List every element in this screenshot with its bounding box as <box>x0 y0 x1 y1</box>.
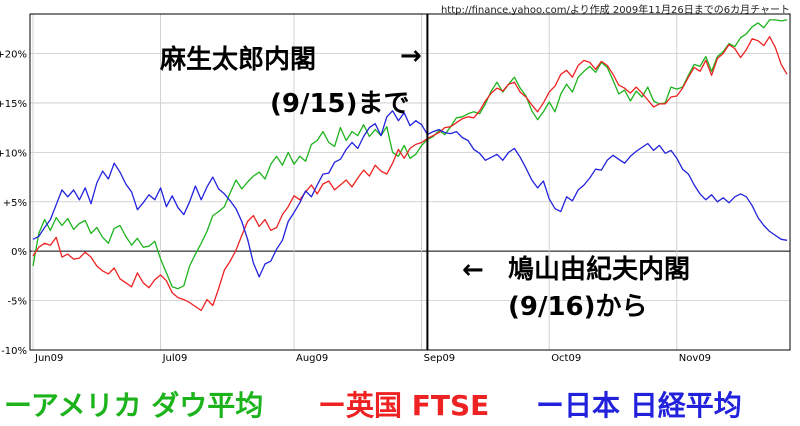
y-tick-label: -5% <box>8 297 27 308</box>
legend: ーアメリカ ダウ平均 ー英国 FTSE ー日本 日経平均 <box>0 384 800 424</box>
y-tick-label: 0% <box>11 247 27 258</box>
hatoyama-arrow: ← <box>462 255 484 285</box>
source-note: http://finance.yahoo.com/より作成 2009年11月26… <box>440 5 790 16</box>
series-lines <box>32 19 788 312</box>
hatoyama-cabinet-label: 鳩山由紀夫内閣 <box>508 254 690 285</box>
y-tick-label: +15% <box>0 99 27 110</box>
y-axis-ticks: -10% -5% 0% +5% +10% +15% +20% <box>0 50 27 357</box>
aso-cabinet-label: 麻生太郎内閣 <box>159 45 316 75</box>
x-tick-label: Jun09 <box>34 353 63 364</box>
series-line-nikkei <box>32 110 788 278</box>
x-tick-label: Sep09 <box>424 353 456 364</box>
y-tick-label: +10% <box>0 148 27 159</box>
aso-arrow: → <box>400 41 422 71</box>
hatoyama-cabinet-date: (9/16)から <box>508 292 648 322</box>
legend-item-ftse: ー英国 FTSE <box>318 389 490 422</box>
plot-frame <box>29 13 791 351</box>
y-tick-label: +20% <box>0 50 27 61</box>
x-tick-label: Oct09 <box>551 353 581 364</box>
line-chart: -10% -5% 0% +5% +10% +15% +20% Jun09 Jul09 Aug09… <box>0 13 791 364</box>
series-line-ftse <box>32 36 788 312</box>
legend-item-nikkei: ー日本 日経平均 <box>536 389 742 422</box>
x-tick-label: Aug09 <box>296 353 328 364</box>
y-tick-label: -10% <box>1 346 27 357</box>
y-tick-label: +5% <box>3 198 27 209</box>
x-tick-label: Jul09 <box>162 353 188 364</box>
aso-cabinet-date: (9/15)まで <box>270 89 410 119</box>
x-tick-label: Nov09 <box>679 353 711 364</box>
x-axis-ticks: Jun09 Jul09 Aug09 Sep09 Oct09 Nov09 <box>34 353 711 364</box>
legend-item-dow: ーアメリカ ダウ平均 <box>4 389 264 422</box>
